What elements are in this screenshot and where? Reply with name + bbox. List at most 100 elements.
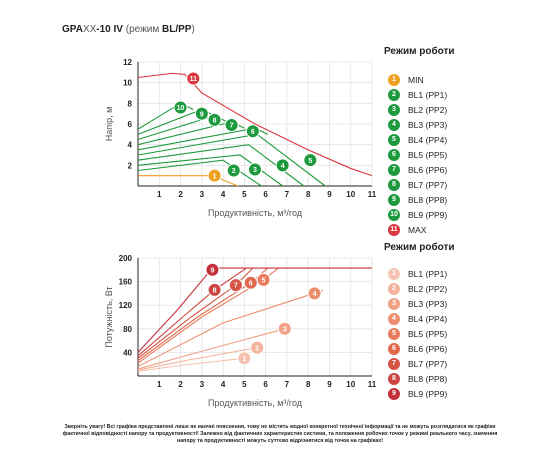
series-badge	[207, 112, 222, 127]
series-line	[137, 267, 279, 364]
series-badge-label: 5	[262, 277, 266, 284]
series-badge-label: 8	[213, 287, 217, 294]
legend-label: BL6 (PP6)	[408, 343, 448, 354]
series-badge	[186, 71, 201, 86]
title-model: GPA	[62, 24, 83, 35]
x-tick-label: 10	[346, 190, 355, 199]
legend-item: 5 BL4 (PP4)	[388, 132, 447, 147]
legend-item: 8 BL7 (PP7)	[388, 177, 447, 192]
legend-item: 1 MIN	[388, 72, 447, 87]
legend-item: 6 BL5 (PP5)	[388, 147, 447, 162]
legend-item: 9 BL8 (PP8)	[388, 192, 447, 207]
series-badge	[248, 162, 262, 177]
series-badge	[245, 124, 260, 139]
legend-label: BL7 (PP7)	[408, 179, 448, 190]
legend-badge: 1	[388, 73, 400, 86]
x-tick-label: 8	[306, 190, 311, 199]
y-tick-label: 10	[123, 79, 132, 88]
legend-badge: 7	[388, 163, 400, 176]
x-tick-label: 11	[368, 190, 377, 199]
x-tick-label: 2	[178, 190, 183, 199]
series-line	[137, 357, 245, 372]
series-badge-label: 8	[213, 117, 217, 124]
y-tick-label: 80	[123, 325, 132, 334]
y-axis-label: Потужність, Вт	[104, 286, 114, 347]
head-legend-title: Режим роботи	[384, 46, 455, 57]
legend-label: BL8 (PP8)	[408, 373, 448, 384]
series-badge	[207, 168, 222, 183]
power-legend: 1 BL1 (PP1) 2 BL2 (PP2) 3 BL3 (PP3) 4 BL4 (PP4)…	[388, 266, 447, 401]
series-badge	[250, 340, 265, 355]
series-line	[137, 267, 372, 353]
y-tick-label: 120	[119, 301, 133, 310]
y-tick-label: 4	[128, 141, 133, 150]
x-tick-label: 1	[157, 190, 162, 199]
legend-label: BL2 (PP2)	[408, 104, 448, 115]
x-tick-label: 6	[263, 190, 268, 199]
series-badge	[303, 153, 318, 168]
series-badge-label: 4	[281, 163, 285, 170]
legend-badge: 6	[388, 148, 400, 161]
title-mode: BL/PP	[162, 24, 192, 35]
series-line	[137, 328, 285, 370]
series-badge-label: 6	[249, 280, 253, 287]
legend-badge: 9	[388, 387, 400, 400]
legend-item: 7 BL6 (PP6)	[388, 162, 447, 177]
series-line	[137, 159, 262, 187]
legend-item: 10 BL9 (PP9)	[388, 207, 447, 222]
series-badge-label: 2	[255, 345, 259, 352]
legend-item: 7 BL7 (PP7)	[388, 356, 447, 371]
series-badge	[275, 158, 290, 173]
legend-label: MIN	[408, 74, 424, 85]
legend-label: BL3 (PP3)	[408, 298, 448, 309]
disclaimer-note: Зверніть увагу! Всі графіки представлені…	[62, 424, 498, 445]
legend-label: BL5 (PP5)	[408, 149, 448, 160]
series-line	[137, 289, 324, 368]
x-axis-label: Продуктивність, м³/год	[208, 398, 303, 408]
series-badge	[237, 351, 252, 366]
series-badge-label: 7	[230, 123, 234, 130]
title-mode-close: )	[191, 24, 195, 35]
legend-item: 4 BL4 (PP4)	[388, 311, 447, 326]
legend-badge: 9	[388, 193, 400, 206]
legend-label: BL5 (PP5)	[408, 328, 448, 339]
series-badge	[224, 118, 239, 133]
series-badge-label: 2	[232, 168, 236, 175]
series-badge	[207, 282, 222, 297]
x-tick-label: 1	[157, 380, 162, 389]
series-line	[137, 347, 258, 371]
series-line	[137, 72, 373, 177]
legend-label: BL2 (PP2)	[408, 283, 448, 294]
series-badge	[205, 262, 220, 277]
y-tick-label: 12	[123, 58, 132, 67]
x-tick-label: 9	[327, 190, 332, 199]
series-badge-label: 10	[177, 105, 185, 112]
series-badge-label: 9	[211, 267, 215, 274]
y-tick-label: 200	[119, 254, 133, 263]
legend-item: 5 BL5 (PP5)	[388, 326, 447, 341]
series-badge-label: 3	[283, 326, 287, 333]
legend-badge: 4	[388, 312, 400, 325]
legend-badge: 5	[388, 327, 400, 340]
legend-item: 8 BL8 (PP8)	[388, 371, 447, 386]
legend-badge: 4	[388, 118, 400, 131]
legend-badge: 1	[388, 267, 400, 280]
head-legend: 1 MIN 2 BL1 (PP1) 3 BL2 (PP2) 4 BL3 (PP3) 5 BL4 (…	[388, 72, 447, 237]
legend-label: BL6 (PP6)	[408, 164, 448, 175]
y-tick-label: 160	[119, 278, 133, 287]
legend-label: BL9 (PP9)	[408, 209, 448, 220]
legend-item: 3 BL3 (PP3)	[388, 296, 447, 311]
x-tick-label: 4	[221, 380, 226, 389]
legend-label: BL1 (PP1)	[408, 268, 448, 279]
legend-badge: 6	[388, 342, 400, 355]
legend-label: BL4 (PP4)	[408, 134, 448, 145]
page-title: GPAXX-10 IV (режим BL/PP)	[62, 24, 195, 35]
series-line	[137, 154, 283, 187]
legend-label: BL9 (PP9)	[408, 388, 448, 399]
x-tick-label: 5	[242, 190, 247, 199]
series-badge	[243, 275, 258, 290]
legend-item: 2 BL1 (PP1)	[388, 87, 447, 102]
y-tick-label: 8	[128, 99, 133, 108]
